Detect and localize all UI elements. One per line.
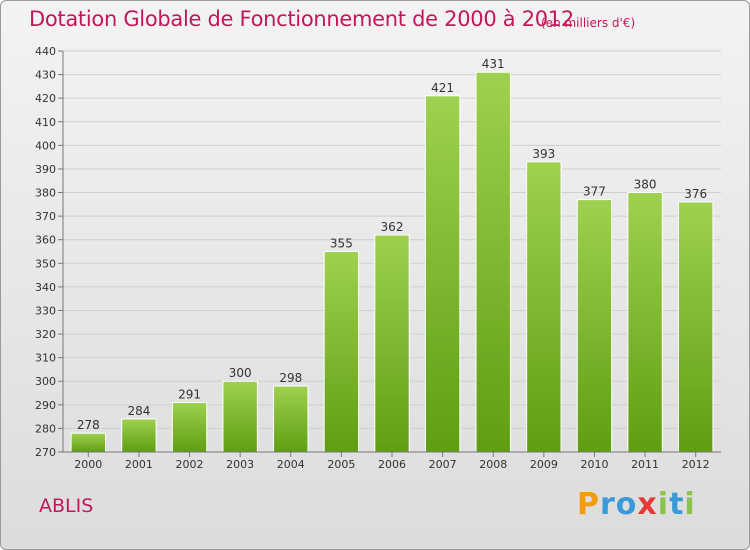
y-tick-label: 430 xyxy=(35,69,56,82)
value-label: 291 xyxy=(178,387,201,401)
bar-2001 xyxy=(121,418,157,453)
y-tick-label: 420 xyxy=(35,92,56,105)
logo-letter: P xyxy=(577,487,600,522)
y-tick-label: 320 xyxy=(35,328,56,341)
logo-letter: i xyxy=(684,487,696,522)
x-tick-label: 2008 xyxy=(479,458,507,471)
x-tick-label: 2003 xyxy=(226,458,254,471)
bar-2006 xyxy=(374,234,410,453)
y-tick-label: 410 xyxy=(35,116,56,129)
bar-2000 xyxy=(70,432,107,453)
logo-letter: x xyxy=(637,487,658,522)
y-tick-label: 330 xyxy=(35,304,56,317)
y-tick-label: 440 xyxy=(35,45,56,58)
chart-title-text: Dotation Globale de Fonctionnement de 20… xyxy=(29,7,574,31)
bar-2008 xyxy=(475,71,511,453)
value-label: 380 xyxy=(634,178,657,192)
value-label: 355 xyxy=(330,237,353,251)
x-tick-label: 2006 xyxy=(378,458,406,471)
value-label: 376 xyxy=(684,187,707,201)
x-tick-label: 2011 xyxy=(631,458,659,471)
y-tick-label: 400 xyxy=(35,139,56,152)
chart-title: Dotation Globale de Fonctionnement de 20… xyxy=(29,7,574,31)
value-label: 377 xyxy=(583,185,606,199)
x-tick-label: 2012 xyxy=(682,458,710,471)
y-tick-label: 350 xyxy=(35,257,56,270)
bar-2002 xyxy=(171,401,208,453)
bars: 278 284 291 300 298 355 362 421 431 393 377 380 376 xyxy=(70,57,714,453)
value-label: 362 xyxy=(381,220,404,234)
logo-letter: o xyxy=(615,487,638,522)
value-label: 421 xyxy=(431,81,454,95)
bar-2010 xyxy=(576,199,613,453)
bar-2007 xyxy=(424,95,461,453)
y-tick-label: 380 xyxy=(35,187,56,200)
value-label: 284 xyxy=(127,404,150,418)
bar-2004 xyxy=(273,385,309,453)
value-label: 298 xyxy=(279,371,302,385)
y-tick-label: 280 xyxy=(35,422,56,435)
value-label: 300 xyxy=(229,366,252,380)
bar-2005 xyxy=(323,251,360,453)
entity-name: ABLIS xyxy=(39,495,94,517)
bar-2003 xyxy=(222,380,258,453)
y-tick-label: 370 xyxy=(35,210,56,223)
y-tick-label: 270 xyxy=(35,446,56,459)
value-label: 431 xyxy=(482,57,505,71)
bar-2011 xyxy=(627,192,663,453)
logo-letter: t xyxy=(669,487,685,522)
y-tick-label: 340 xyxy=(35,281,56,294)
y-tick-label: 360 xyxy=(35,234,56,247)
value-label: 393 xyxy=(532,147,555,161)
y-tick-label: 310 xyxy=(35,352,56,365)
x-tick-label: 2000 xyxy=(74,458,102,471)
x-tick-label: 2001 xyxy=(125,458,153,471)
logo-letter: r xyxy=(600,487,616,522)
y-tick-label: 390 xyxy=(35,163,56,176)
value-label: 278 xyxy=(77,418,100,432)
y-axis: 270 280 290 300 310 320 330 340 350 360 370 380 390 4… xyxy=(35,45,64,459)
chart-unit: (en milliers d'€) xyxy=(541,16,636,30)
logo-letter: i xyxy=(657,487,670,522)
x-axis: 2000 2001 2002 2003 2004 2005 2006 2007 2008 2009… xyxy=(63,451,721,471)
x-tick-label: 2007 xyxy=(429,458,457,471)
x-tick-label: 2009 xyxy=(530,458,558,471)
bar-2012 xyxy=(677,201,714,453)
x-tick-label: 2005 xyxy=(327,458,355,471)
proxiti-logo: Proxiti xyxy=(577,487,696,522)
y-tick-label: 300 xyxy=(35,375,56,388)
x-tick-label: 2002 xyxy=(176,458,204,471)
x-tick-label: 2010 xyxy=(580,458,608,471)
y-tick-label: 290 xyxy=(35,399,56,412)
x-tick-label: 2004 xyxy=(277,458,305,471)
bar-2009 xyxy=(526,161,562,453)
